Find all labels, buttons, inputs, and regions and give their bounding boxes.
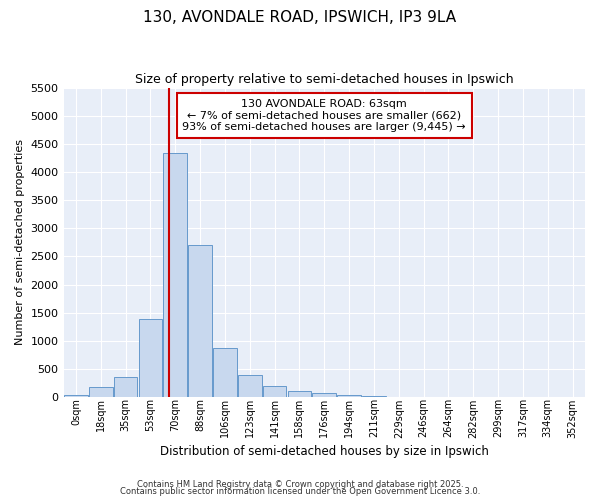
Bar [64, 395, 88, 397]
Bar [213, 348, 237, 397]
Bar [163, 153, 187, 397]
Bar [263, 386, 286, 397]
Bar [114, 377, 137, 397]
Y-axis label: Number of semi-detached properties: Number of semi-detached properties [15, 140, 25, 346]
Text: 130 AVONDALE ROAD: 63sqm
← 7% of semi-detached houses are smaller (662)
93% of s: 130 AVONDALE ROAD: 63sqm ← 7% of semi-de… [182, 99, 466, 132]
Text: 130, AVONDALE ROAD, IPSWICH, IP3 9LA: 130, AVONDALE ROAD, IPSWICH, IP3 9LA [143, 10, 457, 25]
Text: Contains HM Land Registry data © Crown copyright and database right 2025.: Contains HM Land Registry data © Crown c… [137, 480, 463, 489]
Bar [89, 387, 113, 397]
X-axis label: Distribution of semi-detached houses by size in Ipswich: Distribution of semi-detached houses by … [160, 444, 489, 458]
Bar [337, 395, 361, 397]
Bar [188, 245, 212, 397]
Bar [362, 396, 386, 397]
Text: Contains public sector information licensed under the Open Government Licence 3.: Contains public sector information licen… [120, 487, 480, 496]
Bar [313, 393, 336, 397]
Bar [139, 319, 162, 397]
Bar [287, 391, 311, 397]
Title: Size of property relative to semi-detached houses in Ipswich: Size of property relative to semi-detach… [135, 72, 514, 86]
Bar [238, 375, 262, 397]
